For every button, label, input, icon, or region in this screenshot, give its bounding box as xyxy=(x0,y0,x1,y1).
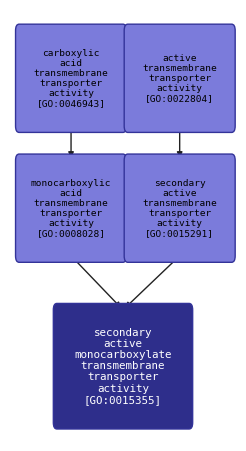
Text: active
transmembrane
transporter
activity
[GO:0022804]: active transmembrane transporter activit… xyxy=(142,54,217,103)
Text: monocarboxylic
acid
transmembrane
transporter
activity
[GO:0008028]: monocarboxylic acid transmembrane transp… xyxy=(31,179,111,238)
FancyBboxPatch shape xyxy=(124,24,235,133)
Text: secondary
active
monocarboxylate
transmembrane
transporter
activity
[GO:0015355]: secondary active monocarboxylate transme… xyxy=(74,327,172,405)
FancyBboxPatch shape xyxy=(15,154,126,262)
FancyBboxPatch shape xyxy=(124,154,235,262)
Text: secondary
active
transmembrane
transporter
activity
[GO:0015291]: secondary active transmembrane transport… xyxy=(142,179,217,238)
FancyBboxPatch shape xyxy=(53,304,193,429)
Text: carboxylic
acid
transmembrane
transporter
activity
[GO:0046943]: carboxylic acid transmembrane transporte… xyxy=(34,49,108,108)
FancyBboxPatch shape xyxy=(15,24,126,133)
